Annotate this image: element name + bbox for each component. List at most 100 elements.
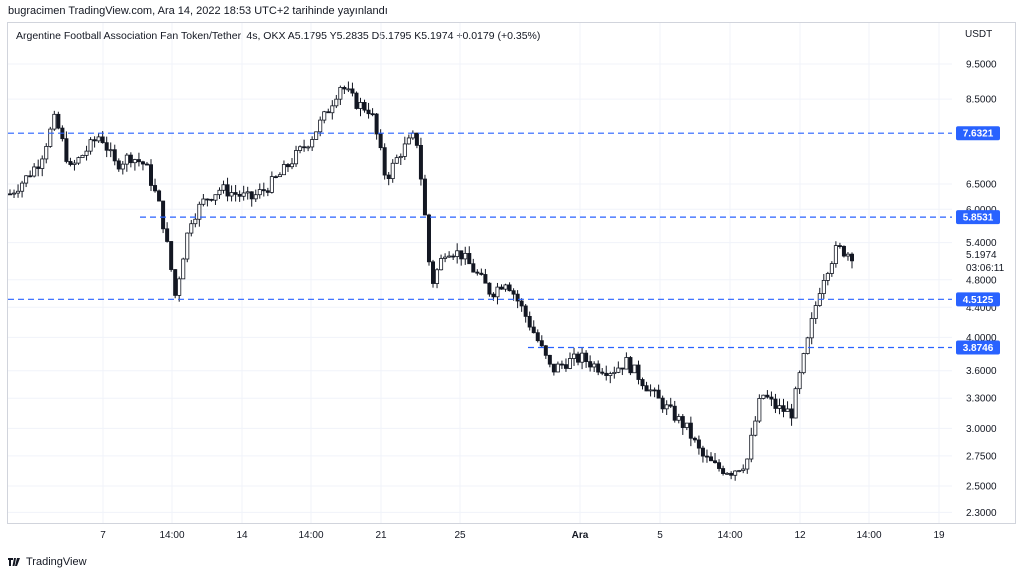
- candle-body: [112, 149, 117, 162]
- candle-body: [547, 354, 552, 365]
- candle-body: [684, 422, 689, 428]
- candle-body: [165, 228, 170, 242]
- candle-body: [44, 146, 49, 160]
- candle-body: [567, 358, 572, 369]
- x-tick-label: 14: [236, 530, 248, 541]
- candle-body: [616, 367, 621, 373]
- candle-body: [664, 404, 669, 410]
- candle-body: [463, 253, 468, 260]
- candle-body: [729, 472, 734, 476]
- candle-body: [576, 353, 581, 363]
- candle-body: [801, 353, 806, 374]
- candle-body: [394, 157, 399, 164]
- candle-body: [491, 293, 496, 298]
- candle-body: [608, 373, 613, 376]
- candle-body: [16, 190, 21, 194]
- x-tick-label: 14:00: [856, 530, 881, 541]
- candle-body: [338, 87, 343, 100]
- candle-body: [52, 113, 57, 130]
- y-tick-label: 4.8000: [966, 275, 997, 286]
- candle-body: [84, 150, 89, 156]
- y-tick-label: 9.5000: [966, 60, 997, 71]
- candle-body: [479, 272, 484, 275]
- candle-body: [185, 232, 190, 260]
- candle-body: [499, 286, 504, 290]
- candle-body: [24, 175, 29, 184]
- level-label: 3.8746: [963, 343, 994, 354]
- candle-body: [531, 326, 536, 334]
- candle-body: [765, 394, 770, 398]
- candle-body: [692, 437, 697, 441]
- candle-body: [753, 420, 758, 436]
- candle-body: [237, 193, 242, 197]
- candle-body: [390, 162, 395, 180]
- series-info: Argentine Football Association Fan Token…: [16, 30, 541, 42]
- candle-body: [92, 139, 97, 142]
- level-label-bg: [956, 292, 1000, 307]
- candle-body: [845, 253, 850, 257]
- candle-body: [672, 405, 677, 421]
- candle-body: [620, 367, 625, 370]
- candle-body: [652, 389, 657, 392]
- candle-body: [455, 250, 460, 257]
- candle-body: [161, 200, 166, 230]
- candle-body: [600, 371, 605, 374]
- candle-body: [189, 223, 194, 234]
- candle-body: [757, 398, 762, 422]
- candle-body: [410, 132, 415, 139]
- candle-body: [777, 405, 782, 409]
- candle-body: [515, 293, 520, 302]
- candle-body: [136, 159, 141, 163]
- currency-label: USDT: [965, 29, 993, 40]
- candle-body: [265, 190, 270, 193]
- candle-body: [511, 290, 516, 295]
- candle-body: [32, 166, 37, 177]
- candle-body: [644, 385, 649, 392]
- candle-body: [797, 372, 802, 390]
- x-tick-label: 25: [454, 530, 466, 541]
- chart-frame: [7, 22, 1016, 524]
- x-tick-label: 14:00: [159, 530, 184, 541]
- candle-body: [318, 119, 323, 133]
- candle-body: [28, 175, 33, 178]
- y-tick-label: 2.7500: [966, 451, 997, 462]
- candle-body: [261, 189, 266, 192]
- candle-body: [213, 194, 218, 201]
- footer-brand[interactable]: TradingView: [8, 556, 87, 568]
- candle-body: [314, 131, 319, 140]
- candle-body: [310, 139, 315, 148]
- y-tick-label: 2.5000: [966, 482, 997, 493]
- candle-body: [805, 337, 810, 354]
- candle-body: [56, 113, 61, 129]
- candle-body: [80, 154, 85, 159]
- candle-body: [535, 332, 540, 342]
- tradingview-logo-icon: [8, 558, 20, 566]
- candle-body: [326, 111, 331, 114]
- candle-body: [302, 146, 307, 149]
- candle-body: [217, 189, 222, 196]
- candle-body: [451, 255, 456, 258]
- y-tick-label: 8.5000: [966, 95, 997, 106]
- candle-body: [604, 372, 609, 376]
- candle-body: [833, 245, 838, 265]
- candle-body: [294, 150, 299, 165]
- x-tick-label: 14:00: [717, 530, 742, 541]
- publisher-line: bugracimen TradingView.com, Ara 14, 2022…: [8, 5, 388, 17]
- candle-body: [153, 185, 158, 192]
- candle-body: [793, 388, 798, 419]
- y-tick-label: 6.5000: [966, 179, 997, 190]
- y-tick-label: 4.0000: [966, 333, 997, 344]
- candle-body: [149, 164, 154, 186]
- candle-body: [225, 184, 230, 197]
- candle-body: [584, 352, 589, 362]
- candle-body: [104, 142, 109, 151]
- x-tick-label: 5: [657, 530, 663, 541]
- candle-body: [350, 88, 355, 94]
- candle-body: [841, 245, 846, 257]
- candle-body: [221, 184, 226, 191]
- candle-body: [12, 192, 17, 195]
- candle-body: [745, 458, 750, 470]
- level-label: 4.5125: [963, 295, 994, 306]
- candle-body: [193, 218, 198, 225]
